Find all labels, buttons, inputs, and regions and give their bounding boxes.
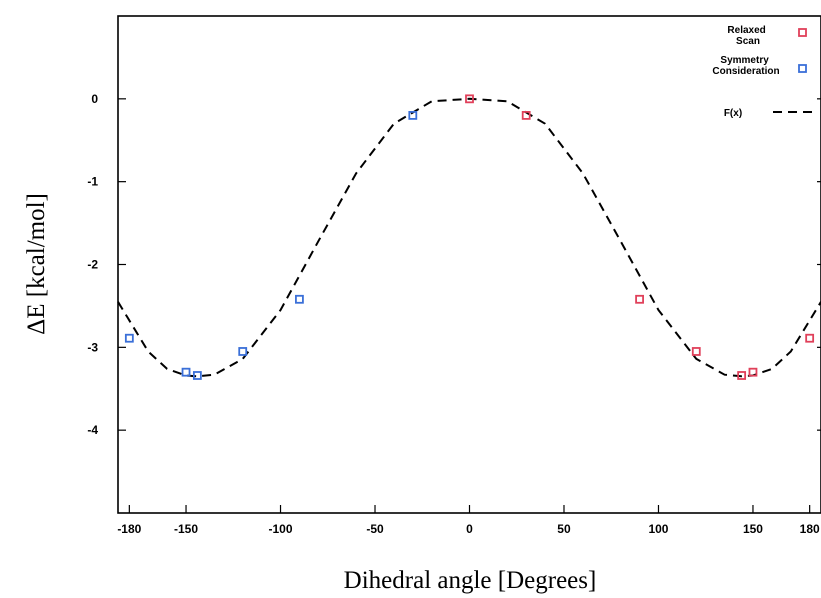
legend-entry-relaxed-scan: Relaxed Scan xyxy=(727,25,807,47)
point-symmetry-consideration xyxy=(192,371,202,380)
legend-marker-symmetry-consideration xyxy=(798,64,807,73)
y-tick-label: -4 xyxy=(87,423,98,437)
x-tick-label: 100 xyxy=(648,522,668,536)
point-symmetry-consideration xyxy=(124,333,134,343)
point-relaxed-scan xyxy=(635,294,644,304)
legend: Relaxed Scan Symmetry Consideration F(x) xyxy=(712,25,813,119)
legend-marker-relaxed-scan xyxy=(798,28,807,37)
point-symmetry-consideration xyxy=(408,111,418,120)
legend-entry-symmetry-consideration: Symmetry Consideration xyxy=(712,55,807,77)
legend-label-relaxed-scan: Relaxed Scan xyxy=(727,25,768,47)
x-tick-label: 50 xyxy=(557,522,571,536)
point-symmetry-consideration xyxy=(238,347,248,356)
point-symmetry-consideration xyxy=(295,294,304,304)
x-tick-label: -100 xyxy=(269,522,293,536)
x-tick-label: 180 xyxy=(800,522,820,536)
y-axis-title: ΔE [kcal/mol] xyxy=(23,193,50,335)
legend-label-fx: F(x) xyxy=(724,108,742,119)
point-relaxed-scan xyxy=(805,333,815,343)
plot-frame xyxy=(117,15,821,514)
x-tick-label: -150 xyxy=(174,522,198,536)
y-axis-ticks: 0 -1 -2 -3 -4 xyxy=(87,92,821,437)
x-tick-label: 0 xyxy=(466,522,473,536)
point-relaxed-scan xyxy=(521,111,531,120)
plot-area: -180 -150 -100 -50 0 50 100 150 180 0 -1 -2 -3 -4 xyxy=(87,15,821,536)
x-tick-label: 150 xyxy=(743,522,763,536)
point-relaxed-scan xyxy=(465,94,474,104)
legend-entry-fx: F(x) xyxy=(724,108,813,119)
x-axis-title: Dihedral angle [Degrees] xyxy=(344,567,597,594)
legend-label-symmetry-consideration: Symmetry Consideration xyxy=(712,55,779,77)
y-tick-label: -1 xyxy=(87,175,98,189)
y-tick-label: 0 xyxy=(91,92,98,106)
fx-curve xyxy=(117,97,821,378)
y-tick-label: -2 xyxy=(87,258,98,272)
x-tick-label: -50 xyxy=(366,522,384,536)
y-tick-label: -3 xyxy=(87,340,98,354)
point-relaxed-scan xyxy=(691,347,701,356)
data-points xyxy=(124,94,815,380)
x-axis-ticks: -180 -150 -100 -50 0 50 100 150 180 xyxy=(117,505,820,536)
point-relaxed-scan xyxy=(737,371,747,380)
x-tick-label: -180 xyxy=(117,522,141,536)
point-symmetry-consideration xyxy=(181,367,191,377)
point-relaxed-scan xyxy=(748,367,758,377)
